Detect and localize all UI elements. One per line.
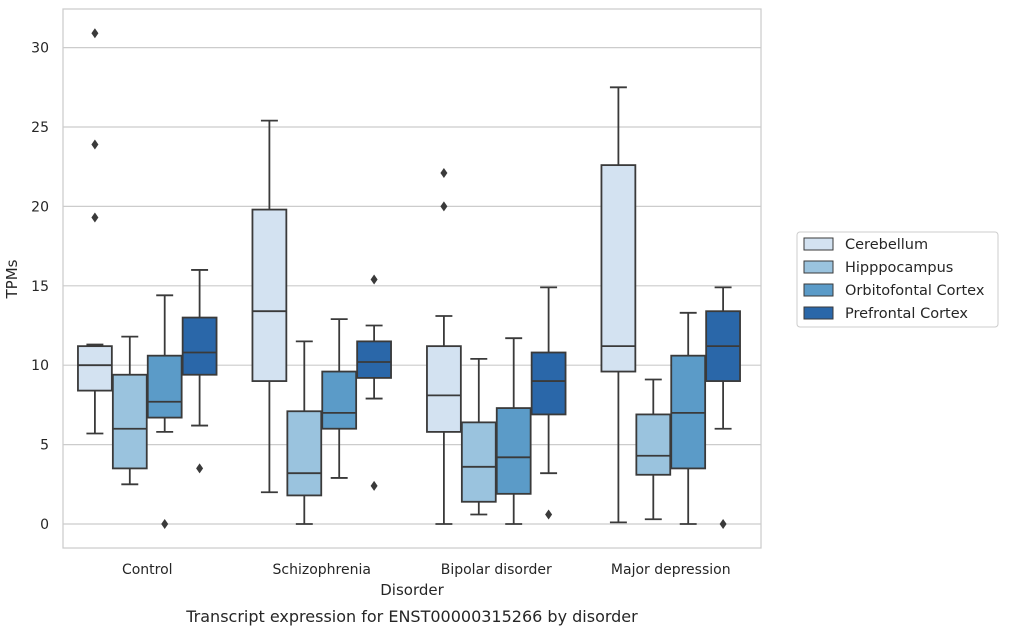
outlier-marker (91, 139, 99, 150)
y-tick-label: 30 (31, 41, 49, 57)
y-tick-label: 0 (40, 517, 49, 533)
box-group (146, 294, 183, 529)
outlier-marker (370, 274, 378, 285)
box-iqr (251, 208, 288, 382)
x-tick-label: Control (122, 562, 173, 578)
box-group (426, 168, 462, 525)
legend-label: Prefrontal Cortex (845, 306, 968, 322)
box-group (321, 318, 358, 479)
outlier-marker (545, 509, 553, 520)
box-group (251, 119, 288, 494)
plot-area-frame (62, 8, 762, 549)
outlier-marker (719, 519, 727, 529)
box-group (356, 274, 392, 491)
box-iqr (495, 407, 532, 495)
y-tick-label: 25 (31, 120, 49, 136)
outlier-marker (440, 168, 448, 179)
outlier-marker (91, 212, 99, 223)
box-iqr (530, 351, 567, 416)
y-axis-label: TPMs (3, 259, 21, 299)
box-group (111, 335, 148, 486)
box-iqr (111, 373, 148, 470)
box-iqr (426, 345, 462, 433)
box-iqr (321, 370, 358, 430)
legend-frame (796, 231, 999, 328)
legend-swatch (803, 283, 834, 297)
x-tick-label: Bipolar disorder (441, 562, 552, 578)
figure-caption: Transcript expression for ENST0000031526… (185, 607, 638, 626)
box-group (530, 286, 567, 520)
box-iqr (356, 340, 392, 379)
legend-label: Cerebellum (845, 237, 928, 253)
box-iqr (600, 164, 637, 373)
y-axis-ticks: 0 5 10 15 20 25 30 (31, 41, 49, 533)
y-tick-label: 10 (31, 358, 49, 374)
x-axis-ticks: Control Schizophrenia Bipolar disorder Majo… (122, 562, 731, 578)
box-iqr (635, 413, 672, 476)
box-iqr (460, 421, 497, 503)
legend-label: Hipppocampus (845, 260, 953, 276)
x-tick-label: Major depression (611, 562, 731, 578)
box-group (77, 28, 113, 435)
y-tick-label: 15 (31, 279, 49, 295)
box-group (705, 286, 741, 529)
box-group (495, 337, 532, 525)
box-iqr (77, 345, 113, 392)
box-group (635, 378, 672, 521)
legend-swatch (803, 260, 834, 274)
outlier-marker (91, 28, 99, 39)
box-group (670, 311, 707, 525)
box-iqr (146, 354, 183, 419)
box-group (286, 340, 323, 525)
legend-swatch (803, 306, 834, 320)
outlier-marker (161, 519, 169, 529)
x-axis-label: Disorder (380, 581, 444, 599)
boxes (77, 28, 741, 529)
box-group (181, 269, 218, 474)
outlier-marker (370, 480, 378, 491)
legend: Cerebellum Hipppocampus Orbitofontal Corte… (796, 231, 999, 328)
x-tick-label: Schizophrenia (273, 562, 371, 578)
box-iqr (286, 410, 323, 497)
legend-swatch (803, 237, 834, 251)
box-group (600, 86, 637, 524)
y-tick-label: 20 (31, 199, 49, 215)
outlier-marker (196, 463, 204, 474)
y-tick-label: 5 (40, 438, 49, 454)
outlier-marker (440, 201, 448, 212)
legend-label: Orbitofontal Cortex (845, 283, 985, 299)
box-group (460, 357, 497, 516)
box-iqr (181, 316, 218, 376)
